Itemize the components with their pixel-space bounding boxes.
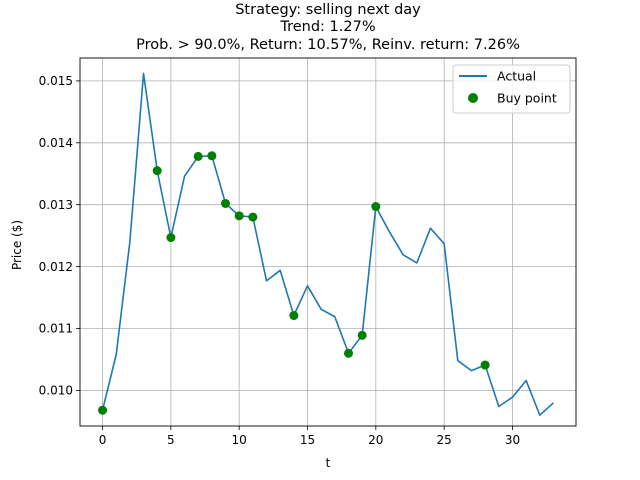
buy-point-marker xyxy=(221,198,231,208)
buy-point-marker xyxy=(357,330,367,340)
axes-frame xyxy=(79,57,577,427)
x-tick-label: 20 xyxy=(368,433,383,447)
y-tick-label: 0.015 xyxy=(39,74,73,88)
buy-point-marker xyxy=(152,166,162,176)
buy-point-marker xyxy=(289,311,299,321)
ticks: 0 5 10 15 20 25 30 0.010 0.011 0.012 0.013 0.014 0.0… xyxy=(39,74,520,447)
buy-point-marker xyxy=(193,151,203,161)
x-tick-label: 30 xyxy=(505,433,520,447)
legend-label-actual: Actual xyxy=(497,69,536,84)
y-tick-label: 0.011 xyxy=(39,322,73,336)
x-tick-label: 0 xyxy=(99,433,107,447)
x-axis-label: t xyxy=(326,456,331,470)
x-tick-label: 10 xyxy=(232,433,247,447)
chart-title-line-2: Trend: 1.27% xyxy=(279,19,375,35)
buy-point-marker xyxy=(207,151,217,161)
buy-point-marker xyxy=(248,212,258,222)
y-axis-label: Price ($) xyxy=(10,220,24,270)
y-tick-label: 0.012 xyxy=(39,260,73,274)
chart-title-line-1: Strategy: selling next day xyxy=(235,2,421,18)
y-tick-label: 0.013 xyxy=(39,198,73,212)
chart-title-line-3: Prob. > 90.0%, Return: 10.57%, Reinv. re… xyxy=(136,37,520,53)
x-tick-label: 15 xyxy=(300,433,315,447)
legend-label-buy-point: Buy point xyxy=(497,91,557,106)
buy-point-marker xyxy=(166,233,176,243)
axes xyxy=(79,57,577,427)
legend-marker-swatch xyxy=(468,93,478,103)
y-tick-label: 0.010 xyxy=(39,384,73,398)
x-tick-label: 5 xyxy=(167,433,175,447)
buy-point-marker xyxy=(98,405,108,415)
actual-price-line xyxy=(101,72,554,416)
buy-point-marker xyxy=(234,211,244,221)
buy-point-marker xyxy=(371,202,381,212)
buy-point-marker xyxy=(480,360,490,370)
x-tick-label: 25 xyxy=(437,433,452,447)
legend: Actual Buy point xyxy=(452,64,571,114)
y-tick-label: 0.014 xyxy=(39,136,73,150)
plot-series xyxy=(98,72,554,416)
buy-point-marker xyxy=(343,348,353,358)
